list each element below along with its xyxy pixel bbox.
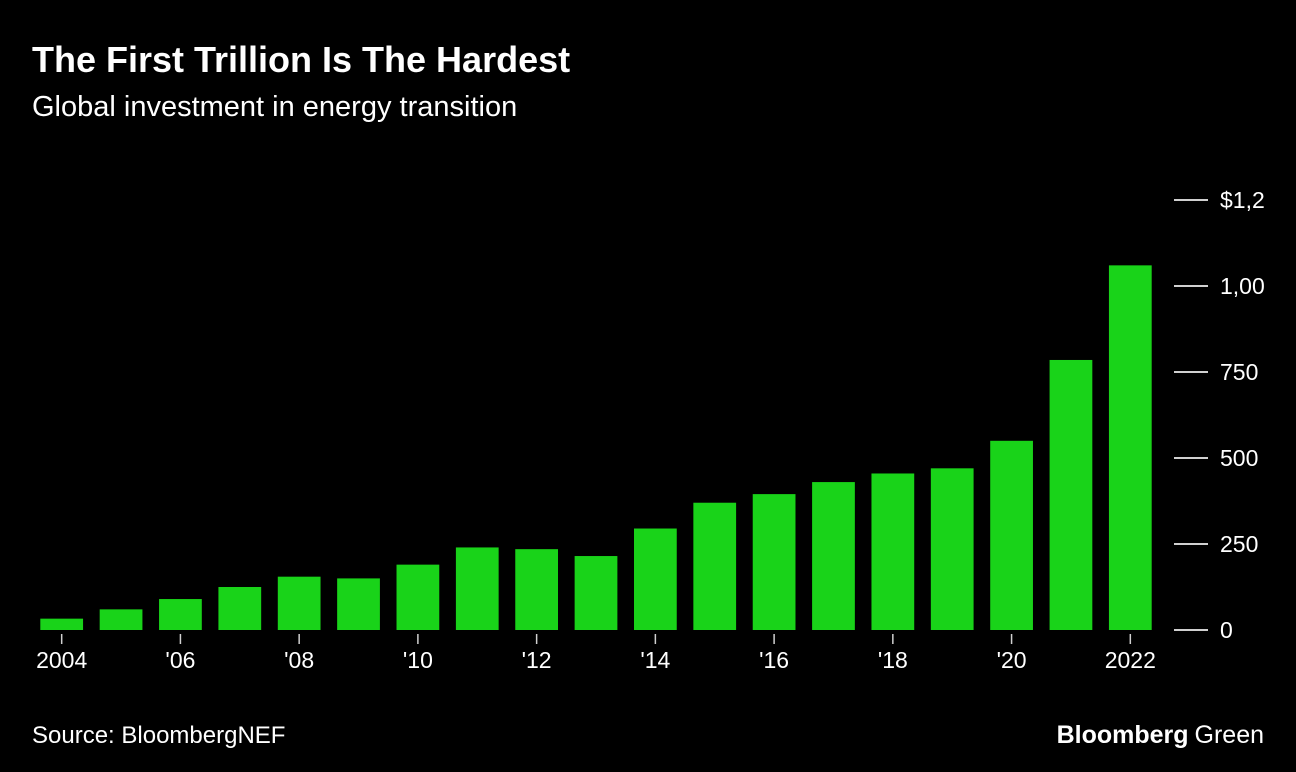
brand-logo: BloombergGreen [1057, 721, 1264, 750]
y-tick-label: 0 [1220, 617, 1233, 643]
x-tick-label: '20 [997, 647, 1027, 673]
x-tick-label: '08 [284, 647, 314, 673]
bar [693, 503, 736, 630]
bar [575, 556, 618, 630]
bar [218, 587, 261, 630]
chart-container: The First Trillion Is The Hardest Global… [0, 0, 1296, 772]
x-tick-label: '10 [403, 647, 433, 673]
bar [40, 619, 83, 630]
bar-chart-svg: 2004 '06 '08 '10 '12 '14 '16 '18 '20 2022 0 250 500 7… [32, 170, 1264, 682]
x-tick-label: 2022 [1105, 647, 1156, 673]
x-tick-label: 2004 [36, 647, 87, 673]
y-tick-label: $1,250 billion [1220, 187, 1264, 213]
bar [990, 441, 1033, 630]
bar [753, 494, 796, 630]
source-text: Source: BloombergNEF [32, 722, 285, 750]
bar [931, 468, 974, 630]
chart-area: 2004 '06 '08 '10 '12 '14 '16 '18 '20 2022 0 250 500 7… [32, 170, 1264, 682]
bar [100, 609, 143, 630]
chart-title: The First Trillion Is The Hardest [32, 38, 1264, 81]
chart-footer: Source: BloombergNEF BloombergGreen [32, 721, 1264, 750]
bar [337, 578, 380, 630]
bar [278, 577, 321, 630]
bar [871, 473, 914, 630]
brand-right: Green [1195, 721, 1264, 749]
x-tick-label: '06 [165, 647, 195, 673]
y-tick-label: 250 [1220, 531, 1258, 557]
brand-left: Bloomberg [1057, 721, 1189, 749]
x-tick-label: '14 [640, 647, 670, 673]
bar [159, 599, 202, 630]
y-tick-label: 500 [1220, 445, 1258, 471]
y-tick-label: 1,000 [1220, 273, 1264, 299]
bar [397, 565, 440, 630]
bar [1050, 360, 1093, 630]
bar [1109, 265, 1152, 630]
x-tick-label: '16 [759, 647, 789, 673]
bar [515, 549, 558, 630]
bar [812, 482, 855, 630]
bar [456, 547, 499, 630]
x-tick-label: '12 [522, 647, 552, 673]
y-tick-label: 750 [1220, 359, 1258, 385]
bar [634, 529, 677, 630]
x-tick-label: '18 [878, 647, 908, 673]
chart-subtitle: Global investment in energy transition [32, 91, 1264, 124]
